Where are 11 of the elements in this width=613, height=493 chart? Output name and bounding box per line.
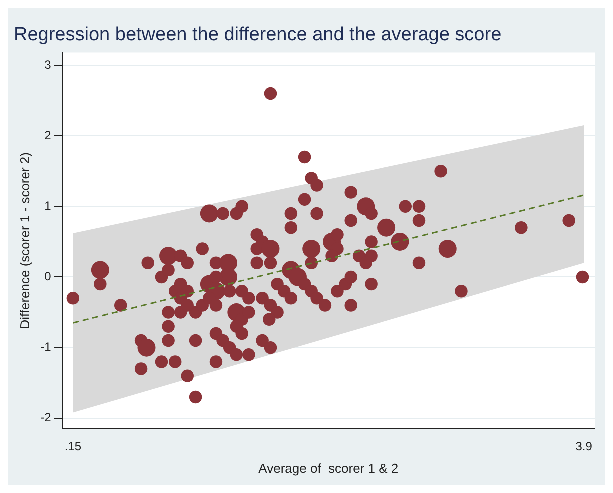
x-tick-label: 3.9 xyxy=(576,440,593,454)
chart-title: Regression between the difference and the average score xyxy=(14,24,502,46)
y-tick-label: -1 xyxy=(40,340,52,354)
x-tick-label: .15 xyxy=(64,440,82,454)
y-axis-title: Difference (scorer 1 - scorer 2) xyxy=(17,152,32,330)
y-tick-label: 2 xyxy=(44,128,52,142)
y-tick-label: 3 xyxy=(44,58,52,72)
y-tick-label: -2 xyxy=(40,410,52,425)
y-tick-label: 1 xyxy=(44,198,52,213)
y-tick-label: 0 xyxy=(44,270,52,284)
x-axis-title: Average of scorer 1 & 2 xyxy=(258,460,399,476)
